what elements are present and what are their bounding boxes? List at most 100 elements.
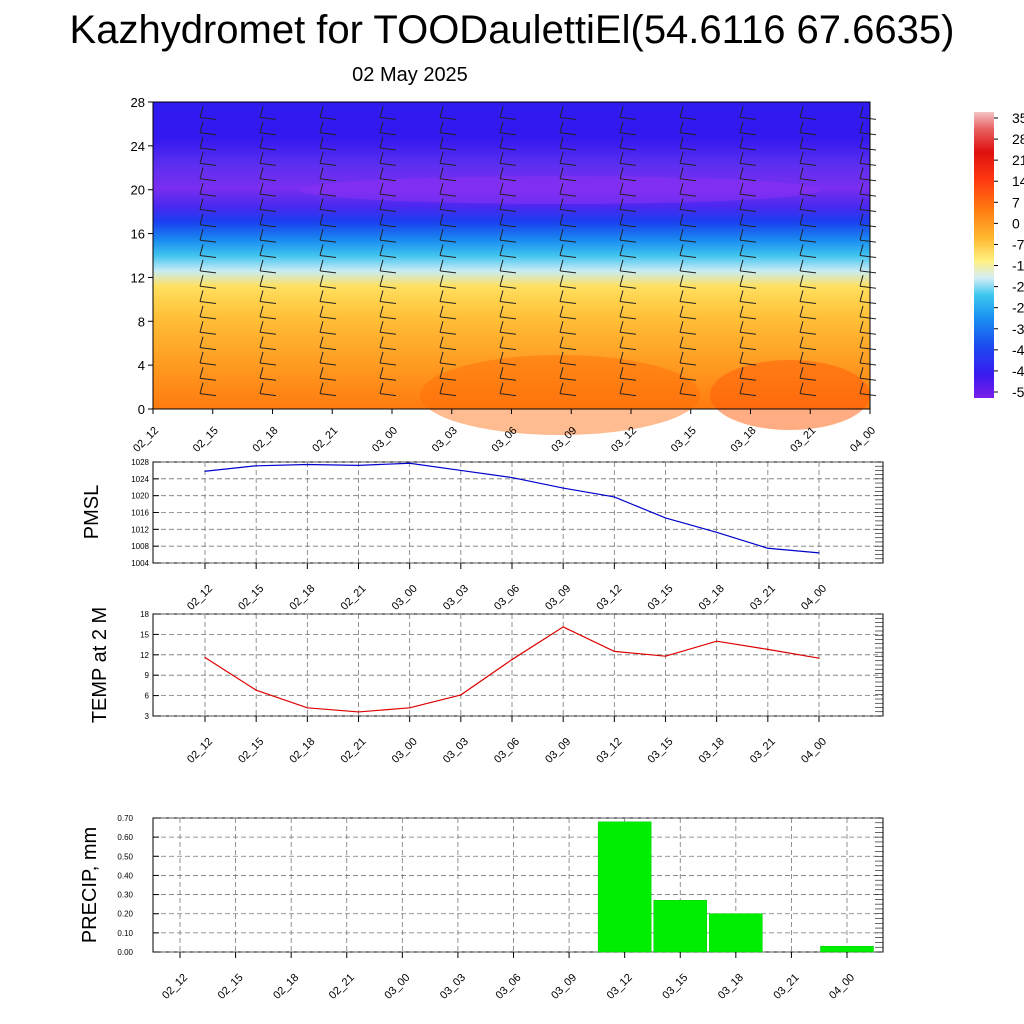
wind-barb-staff — [259, 182, 264, 195]
wind-barb — [259, 351, 277, 366]
wind-barb — [619, 167, 637, 182]
wind-barb — [439, 275, 457, 289]
wind-barb — [259, 290, 277, 305]
wind-barb-staff — [199, 229, 204, 241]
wind-barb — [619, 275, 637, 289]
wind-barb-staff — [679, 305, 684, 318]
wind-barb-staff — [619, 351, 624, 364]
wind-barb-staff — [799, 229, 804, 241]
x-tick-label: 03_00 — [382, 972, 412, 1002]
wind-barb-flag — [619, 285, 637, 289]
wind-barb-flag — [679, 347, 697, 351]
wind-barb-flag — [799, 178, 817, 182]
wind-barb-flag — [259, 193, 277, 197]
wind-barb — [379, 367, 397, 381]
wind-barb-staff — [199, 336, 204, 348]
wind-barb — [259, 244, 277, 258]
wind-barb — [619, 182, 637, 197]
wind-barb — [679, 167, 697, 182]
wind-barb-staff — [559, 198, 564, 210]
wind-barb — [259, 213, 277, 228]
wind-barb-staff — [559, 213, 564, 225]
heatmap-warm-region — [710, 360, 870, 430]
wind-barb-flag — [439, 132, 457, 136]
wind-barb-staff — [559, 290, 564, 302]
wind-barb-flag — [319, 178, 337, 182]
wind-barb — [679, 259, 697, 274]
heatmap-x-tick-label: 04_00 — [848, 425, 878, 455]
temp-axis-label: TEMP at 2 M — [89, 607, 111, 723]
wind-barb-flag — [379, 285, 397, 289]
series-point — [255, 689, 257, 691]
wind-barb-staff — [499, 244, 504, 256]
wind-barb-flag — [499, 301, 517, 305]
wind-barb-staff — [499, 351, 504, 364]
wind-barb — [559, 382, 577, 397]
wind-barb — [739, 167, 757, 182]
wind-barb-staff — [619, 106, 624, 118]
wind-barb-staff — [619, 198, 624, 210]
wind-barb-flag — [619, 347, 637, 351]
wind-barb-flag — [379, 193, 397, 197]
wind-barb-staff — [319, 106, 324, 118]
wind-barb-flag — [259, 301, 277, 305]
wind-barb-flag — [619, 377, 637, 381]
wind-barb-staff — [319, 213, 324, 225]
x-tick-label: 03_12 — [594, 736, 624, 766]
wind-barb — [799, 182, 817, 197]
wind-barb-staff — [559, 121, 564, 133]
wind-barb-flag — [619, 162, 637, 166]
wind-barb-flag — [859, 301, 877, 305]
wind-barb-flag — [199, 224, 217, 228]
wind-barb-staff — [379, 152, 384, 164]
wind-barb-staff — [859, 167, 864, 179]
y-tick-label: 9 — [145, 671, 150, 680]
wind-barb-flag — [499, 147, 517, 151]
wind-barb-flag — [259, 377, 277, 381]
x-tick-label: 03_00 — [390, 736, 420, 766]
heatmap-x-tick-label: 02_18 — [251, 425, 281, 455]
wind-barb — [439, 121, 457, 136]
wind-barb-staff — [259, 305, 264, 318]
wind-barb-staff — [499, 321, 504, 333]
wind-barb — [319, 244, 337, 258]
wind-barb-flag — [439, 239, 457, 243]
wind-barb-flag — [199, 316, 217, 320]
wind-barb-staff — [199, 136, 204, 149]
wind-barb-staff — [259, 259, 264, 271]
x-tick-label: 03_03 — [438, 972, 468, 1002]
wind-barb — [559, 198, 577, 212]
x-tick-label: 03_06 — [492, 736, 522, 766]
wind-barb — [739, 106, 757, 120]
wind-barb-flag — [499, 162, 517, 166]
wind-barb — [199, 106, 217, 120]
wind-barb — [499, 152, 517, 166]
wind-barb-staff — [499, 198, 504, 210]
colorbar-label: -4 — [1012, 342, 1024, 358]
wind-barb-staff — [259, 229, 264, 241]
wind-barb — [679, 275, 697, 289]
x-tick-label: 02_15 — [236, 736, 266, 766]
series-point — [306, 463, 308, 466]
wind-barb — [439, 367, 457, 381]
wind-barb — [559, 275, 577, 289]
wind-barb-staff — [499, 167, 504, 179]
heatmap-x-tick-label: 03_00 — [370, 425, 400, 455]
wind-barb-staff — [859, 152, 864, 164]
x-tick-label: 04_00 — [799, 736, 829, 766]
wind-barb-staff — [379, 167, 384, 179]
wind-barb — [679, 382, 697, 397]
wind-barb-staff — [679, 136, 684, 149]
x-tick-label: 04_00 — [827, 972, 857, 1002]
wind-barb — [619, 305, 637, 320]
y-tick-label: 1008 — [131, 542, 149, 551]
wind-barb — [439, 305, 457, 320]
wind-barb-staff — [379, 136, 384, 149]
wind-barb-staff — [859, 336, 864, 348]
wind-barb-staff — [799, 321, 804, 333]
y-tick-label: 1028 — [131, 458, 149, 467]
wind-barb — [439, 351, 457, 366]
wind-barb — [499, 351, 517, 366]
wind-barb-flag — [559, 132, 577, 136]
wind-barb-flag — [199, 301, 217, 305]
